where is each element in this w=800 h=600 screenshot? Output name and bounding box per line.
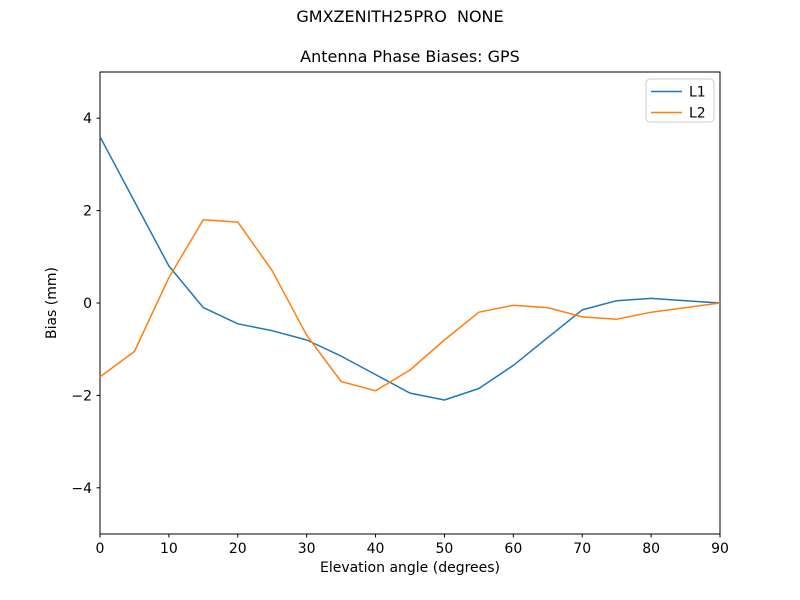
series-lines — [99, 136, 721, 401]
x-tick-label: 90 — [711, 541, 729, 557]
chart-title: Antenna Phase Biases: GPS — [300, 47, 520, 66]
y-tick-label: 4 — [83, 111, 92, 127]
y-axis: −4 −2 0 2 4 — [71, 111, 100, 497]
legend-label-l1: L1 — [689, 85, 706, 101]
series-line-l1 — [99, 136, 721, 401]
x-axis-label: Elevation angle (degrees) — [320, 560, 500, 576]
y-tick-label: −2 — [71, 388, 92, 404]
x-tick-label: 0 — [96, 541, 105, 557]
x-tick-label: 80 — [642, 541, 660, 557]
x-tick-label: 10 — [160, 541, 178, 557]
y-tick-label: 2 — [83, 204, 92, 220]
x-tick-label: 20 — [229, 541, 247, 557]
y-tick-label: 0 — [83, 296, 92, 312]
plot-area-border — [99, 71, 721, 535]
x-tick-label: 60 — [504, 541, 522, 557]
legend-box — [645, 78, 715, 123]
x-tick-label: 70 — [573, 541, 591, 557]
legend-label-l2: L2 — [689, 106, 706, 122]
y-axis-label: Bias (mm) — [44, 267, 60, 339]
x-tick-label: 40 — [367, 541, 385, 557]
x-tick-label: 30 — [298, 541, 316, 557]
figure-suptitle: GMXZENITH25PRO NONE — [296, 7, 503, 26]
x-axis: 0 10 20 30 40 50 60 70 80 90 — [96, 534, 729, 557]
x-tick-label: 50 — [436, 541, 454, 557]
series-line-l2 — [99, 219, 721, 392]
y-tick-label: −4 — [71, 481, 92, 497]
